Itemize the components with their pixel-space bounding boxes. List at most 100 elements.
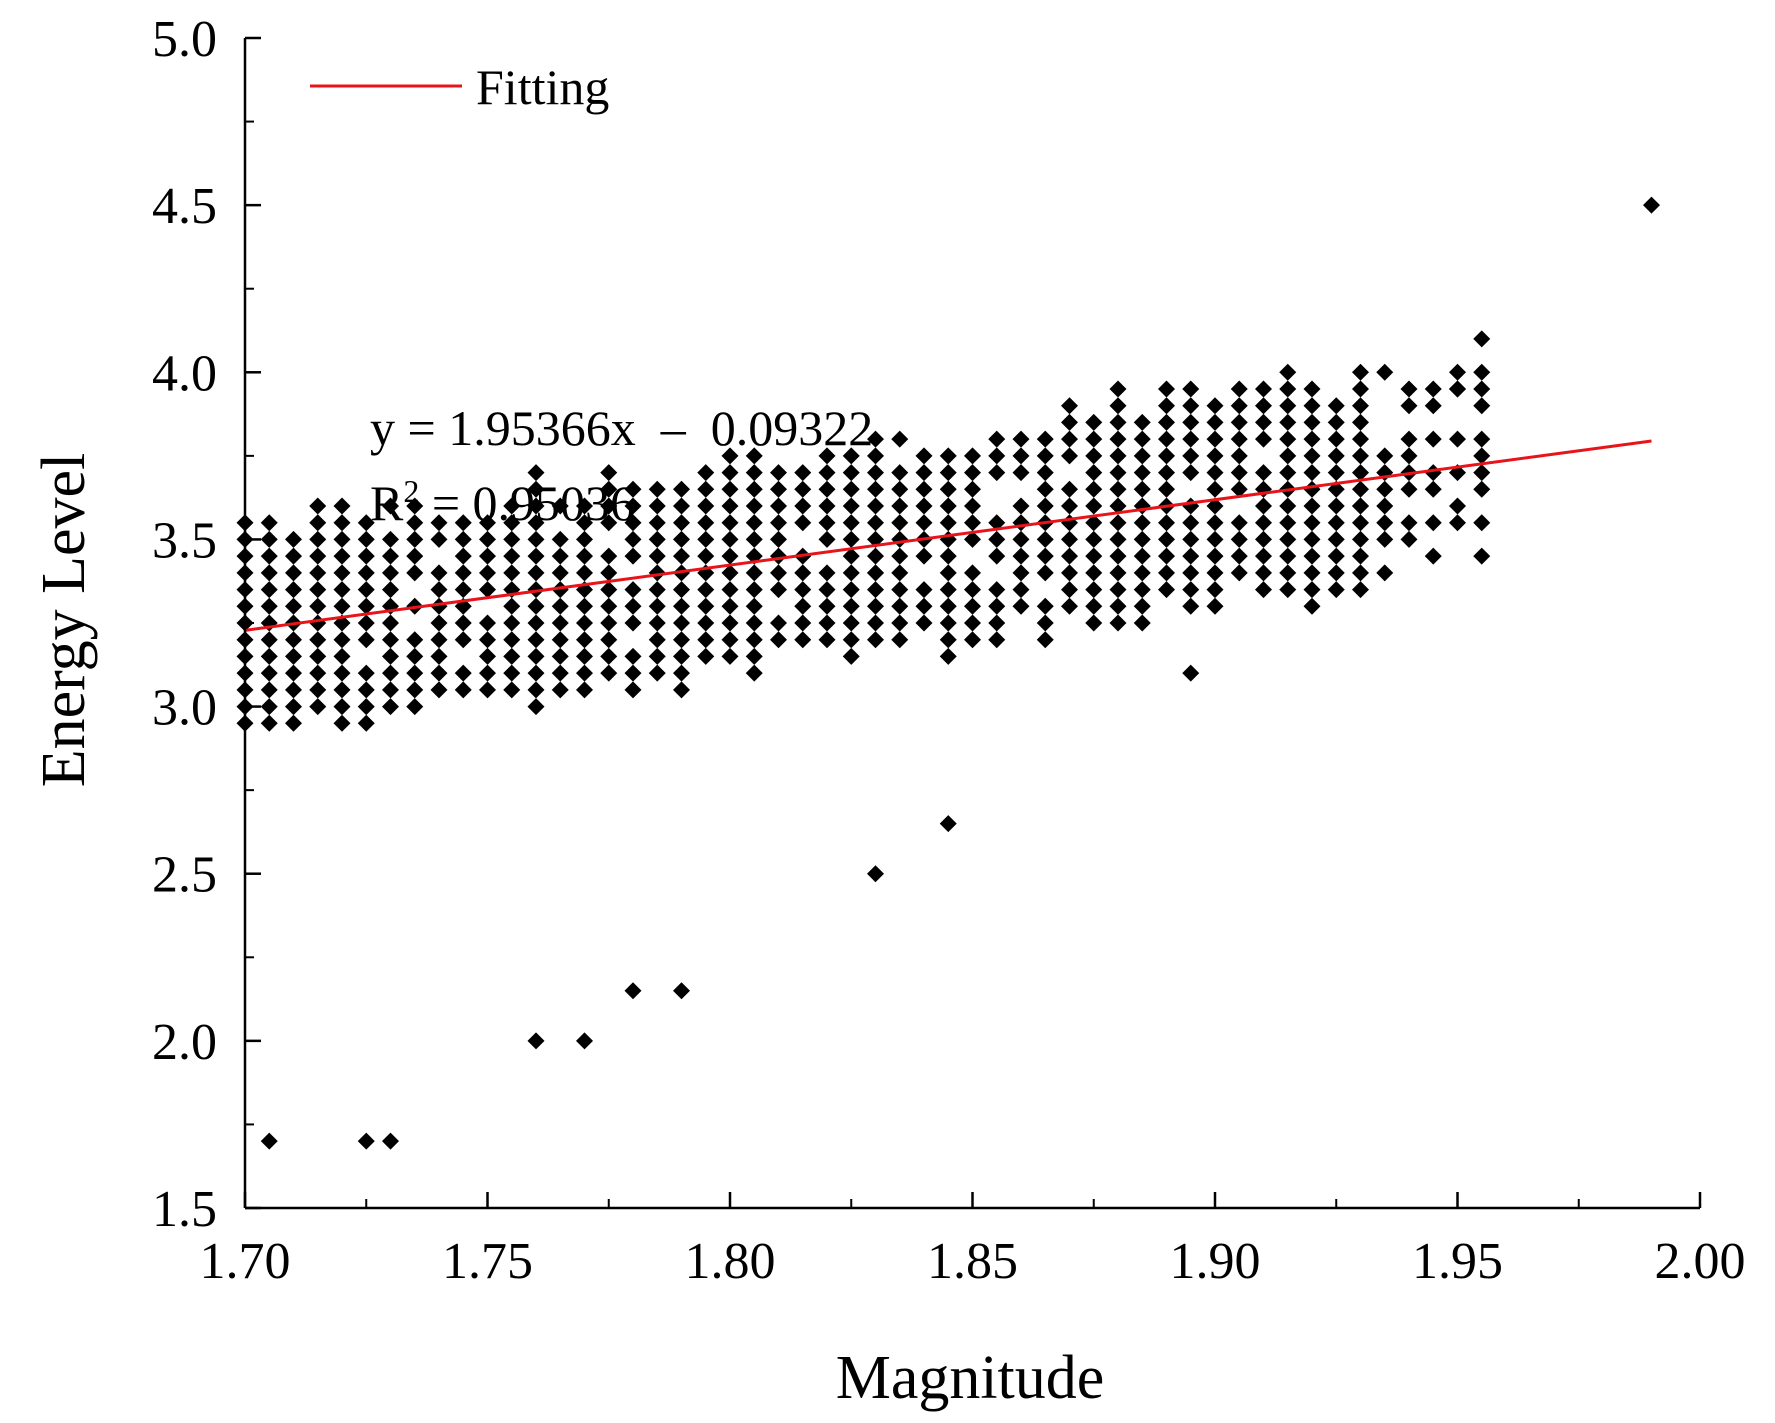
scatter-point — [1109, 464, 1127, 482]
scatter-point — [1085, 530, 1103, 548]
scatter-point — [891, 530, 909, 548]
scatter-point — [964, 530, 981, 548]
scatter-point — [1400, 514, 1418, 532]
scatter-point — [1303, 397, 1321, 415]
scatter-point — [842, 547, 860, 565]
scatter-point — [964, 597, 981, 615]
scatter-point — [1449, 363, 1466, 381]
scatter-point — [479, 664, 496, 682]
scatter-point — [1279, 581, 1297, 599]
scatter-point — [576, 681, 593, 699]
scatter-point — [697, 597, 715, 615]
scatter-point — [1158, 413, 1175, 431]
scatter-point — [1352, 564, 1369, 582]
scatter-point — [382, 614, 399, 632]
y-tick-label: 5.0 — [152, 11, 217, 68]
scatter-point — [285, 714, 302, 732]
scatter-point — [794, 564, 812, 582]
scatter-point — [818, 581, 836, 599]
scatter-point — [964, 614, 981, 632]
scatter-point — [285, 581, 302, 599]
scatter-point — [1352, 447, 1369, 465]
scatter-point — [745, 581, 763, 599]
scatter-point — [1449, 430, 1466, 448]
scatter-point — [1279, 547, 1297, 565]
scatter-point — [1133, 464, 1151, 482]
scatter-point — [721, 530, 739, 548]
scatter-point — [1085, 430, 1103, 448]
scatter-point — [285, 664, 302, 682]
scatter-point — [1303, 597, 1321, 615]
scatter-point — [1109, 497, 1127, 515]
scatter-point — [964, 581, 981, 599]
scatter-point — [770, 631, 787, 649]
scatter-point — [1303, 380, 1321, 398]
scatter-point — [600, 547, 618, 565]
scatter-point — [1012, 597, 1030, 615]
scatter-point — [600, 664, 618, 682]
scatter-point — [1206, 413, 1224, 431]
scatter-point — [1133, 581, 1151, 599]
scatter-point — [260, 647, 278, 665]
scatter-point — [357, 1132, 375, 1150]
scatter-point — [1109, 447, 1127, 465]
scatter-point — [794, 581, 812, 599]
scatter-point — [551, 581, 569, 599]
scatter-points — [236, 196, 1660, 1150]
scatter-point — [1133, 413, 1151, 431]
scatter-point — [891, 430, 909, 448]
scatter-point — [915, 480, 933, 498]
scatter-point — [673, 547, 690, 565]
scatter-point — [260, 547, 278, 565]
scatter-point — [745, 530, 763, 548]
scatter-point — [842, 614, 860, 632]
scatter-point — [1643, 196, 1660, 214]
scatter-point — [1133, 430, 1151, 448]
scatter-point — [430, 530, 448, 548]
scatter-point — [1255, 497, 1272, 515]
scatter-point — [1061, 547, 1078, 565]
scatter-point — [260, 631, 278, 649]
scatter-point — [551, 564, 569, 582]
scatter-point — [406, 564, 424, 582]
scatter-point — [648, 614, 666, 632]
scatter-point — [1133, 514, 1151, 532]
scatter-point — [891, 480, 909, 498]
scatter-point — [382, 547, 399, 565]
scatter-point — [842, 447, 860, 465]
scatter-point — [503, 497, 521, 515]
scatter-point — [745, 447, 763, 465]
scatter-point — [770, 564, 787, 582]
x-tick-label: 1.95 — [1412, 1233, 1503, 1290]
scatter-point — [891, 631, 909, 649]
scatter-point — [818, 497, 836, 515]
scatter-point — [1206, 480, 1224, 498]
x-tick-label: 2.00 — [1655, 1233, 1746, 1290]
scatter-point — [988, 597, 1006, 615]
scatter-point — [1133, 547, 1151, 565]
scatter-point — [624, 514, 642, 532]
scatter-point — [1109, 514, 1127, 532]
scatter-point — [648, 514, 666, 532]
scatter-point — [624, 480, 642, 498]
scatter-point — [1036, 614, 1054, 632]
scatter-point — [1255, 380, 1272, 398]
scatter-point — [891, 547, 909, 565]
scatter-point — [503, 647, 521, 665]
scatter-point — [551, 681, 569, 699]
scatter-point — [454, 530, 472, 548]
legend-fit-label: Fitting — [476, 59, 609, 115]
scatter-point — [648, 581, 666, 599]
scatter-point — [382, 564, 399, 582]
r-label: R — [370, 475, 404, 531]
r-value: = 0.95036 — [419, 475, 635, 531]
scatter-point — [794, 480, 812, 498]
scatter-point — [1109, 614, 1127, 632]
scatter-point — [697, 530, 715, 548]
scatter-point — [260, 597, 278, 615]
scatter-point — [1400, 530, 1418, 548]
scatter-point — [479, 547, 496, 565]
scatter-point — [285, 631, 302, 649]
scatter-point — [357, 664, 375, 682]
